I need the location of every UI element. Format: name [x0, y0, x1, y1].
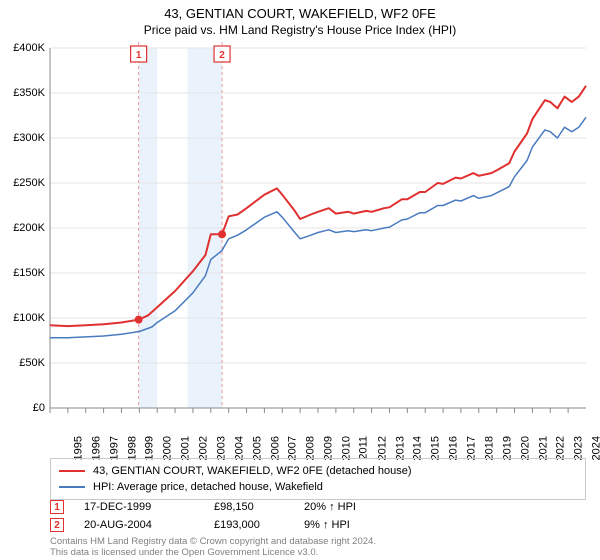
- legend-swatch-hpi: [59, 486, 85, 488]
- y-tick-label: £250K: [13, 177, 45, 189]
- x-tick-label: 2002: [198, 436, 210, 460]
- event-row-1: 1 17-DEC-1999 £98,150 20% ↑ HPI: [50, 498, 586, 516]
- x-axis-labels: 1995 1996 1997 1998 1999 2000 2001 2002 2003 2004…: [50, 410, 586, 458]
- x-tick-label: 1999: [144, 436, 156, 460]
- chart-subtitle: Price paid vs. HM Land Registry's House …: [0, 23, 600, 37]
- chart-title: 43, GENTIAN COURT, WAKEFIELD, WF2 0FE: [0, 6, 600, 21]
- event-price-2: £193,000: [214, 519, 304, 531]
- event-delta-1: 20% ↑ HPI: [304, 501, 356, 513]
- x-tick-label: 2012: [376, 436, 388, 460]
- event-delta-2: 9% ↑ HPI: [304, 519, 350, 531]
- footer-attribution: Contains HM Land Registry data © Crown c…: [50, 536, 586, 558]
- chart-plot-area: 12: [50, 48, 586, 408]
- legend-label-prop: 43, GENTIAN COURT, WAKEFIELD, WF2 0FE (d…: [93, 463, 412, 479]
- x-tick-label: 2018: [483, 436, 495, 460]
- footer-line-2: This data is licensed under the Open Gov…: [50, 547, 586, 558]
- event-marker-box-1: 1: [50, 500, 64, 514]
- x-tick-label: 2006: [269, 436, 281, 460]
- y-tick-label: £400K: [13, 42, 45, 54]
- x-tick-label: 2014: [412, 436, 424, 460]
- legend-item-prop: 43, GENTIAN COURT, WAKEFIELD, WF2 0FE (d…: [59, 463, 577, 479]
- y-tick-label: £200K: [13, 222, 45, 234]
- y-tick-label: £350K: [13, 87, 45, 99]
- x-tick-label: 1997: [108, 436, 120, 460]
- x-tick-label: 2019: [501, 436, 513, 460]
- footer-line-1: Contains HM Land Registry data © Crown c…: [50, 536, 586, 547]
- legend-item-hpi: HPI: Average price, detached house, Wake…: [59, 479, 577, 495]
- y-tick-label: £150K: [13, 267, 45, 279]
- x-tick-label: 2008: [305, 436, 317, 460]
- x-tick-label: 2016: [448, 436, 460, 460]
- x-tick-label: 2015: [430, 436, 442, 460]
- event-date-2: 20-AUG-2004: [84, 519, 214, 531]
- x-tick-label: 1998: [126, 436, 138, 460]
- x-tick-label: 2009: [323, 436, 335, 460]
- event-price-1: £98,150: [214, 501, 304, 513]
- x-tick-label: 2013: [394, 436, 406, 460]
- events-table: 1 17-DEC-1999 £98,150 20% ↑ HPI 2 20-AUG…: [50, 498, 586, 534]
- x-tick-label: 2000: [162, 436, 174, 460]
- y-tick-label: £100K: [13, 312, 45, 324]
- x-tick-label: 2021: [537, 436, 549, 460]
- y-tick-label: £300K: [13, 132, 45, 144]
- x-tick-label: 2003: [215, 436, 227, 460]
- x-tick-label: 1996: [90, 436, 102, 460]
- event-date-1: 17-DEC-1999: [84, 501, 214, 513]
- svg-text:2: 2: [219, 50, 225, 61]
- x-tick-label: 2010: [340, 436, 352, 460]
- event-marker-box-2: 2: [50, 518, 64, 532]
- root: { "title_line1": "43, GENTIAN COURT, WAK…: [0, 0, 600, 560]
- x-tick-label: 2011: [358, 436, 370, 460]
- x-tick-label: 2005: [251, 436, 263, 460]
- x-tick-label: 2017: [466, 436, 478, 460]
- x-tick-label: 2004: [233, 436, 245, 460]
- x-tick-label: 2023: [573, 436, 585, 460]
- x-tick-label: 2024: [591, 436, 600, 460]
- svg-text:1: 1: [136, 50, 142, 61]
- x-tick-label: 2022: [555, 436, 567, 460]
- legend-label-hpi: HPI: Average price, detached house, Wake…: [93, 479, 323, 495]
- x-tick-label: 2007: [287, 436, 299, 460]
- x-tick-label: 2001: [180, 436, 192, 460]
- x-tick-label: 2020: [519, 436, 531, 460]
- event-row-2: 2 20-AUG-2004 £193,000 9% ↑ HPI: [50, 516, 586, 534]
- legend: 43, GENTIAN COURT, WAKEFIELD, WF2 0FE (d…: [50, 458, 586, 500]
- y-tick-label: £0: [33, 402, 45, 414]
- y-tick-label: £50K: [19, 357, 45, 369]
- chart-svg: 12: [50, 48, 586, 408]
- legend-swatch-prop: [59, 470, 85, 472]
- chart-titles: 43, GENTIAN COURT, WAKEFIELD, WF2 0FE Pr…: [0, 0, 600, 37]
- x-tick-label: 1995: [72, 436, 84, 460]
